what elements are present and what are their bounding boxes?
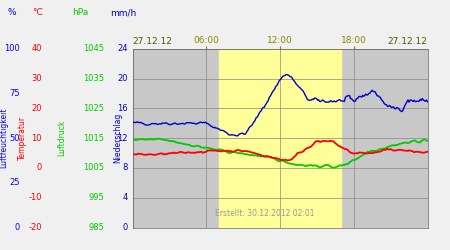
Text: 24: 24 (117, 44, 128, 53)
Text: -10: -10 (28, 193, 42, 202)
Text: 1045: 1045 (83, 44, 104, 53)
Text: 995: 995 (88, 193, 104, 202)
Text: 0: 0 (123, 223, 128, 232)
Bar (280, 49, 342, 228)
Text: 4: 4 (123, 193, 128, 202)
Text: mm/h: mm/h (110, 8, 136, 17)
Bar (133, 49, 219, 228)
Text: °C: °C (32, 8, 43, 17)
Text: Luftdruck: Luftdruck (58, 120, 67, 156)
Text: %: % (8, 8, 17, 17)
Text: -20: -20 (28, 223, 42, 232)
Text: 1015: 1015 (83, 134, 104, 142)
Text: Temperatur: Temperatur (18, 116, 27, 160)
Text: Erstellt: 30.12.2012 02:01: Erstellt: 30.12.2012 02:01 (215, 209, 315, 218)
Text: 1025: 1025 (83, 104, 104, 113)
Text: 10: 10 (32, 134, 42, 142)
Text: 985: 985 (88, 223, 104, 232)
Text: 100: 100 (4, 44, 20, 53)
Text: Luftfeuchtigkeit: Luftfeuchtigkeit (0, 108, 9, 168)
Bar (342, 49, 428, 228)
Text: 30: 30 (32, 74, 42, 83)
Text: 0: 0 (37, 164, 42, 172)
Text: 27.12.12: 27.12.12 (133, 37, 173, 46)
Text: 27.12.12: 27.12.12 (387, 37, 428, 46)
Text: 20: 20 (32, 104, 42, 113)
Text: Niederschlag: Niederschlag (113, 113, 122, 163)
Text: 1005: 1005 (83, 164, 104, 172)
Text: 75: 75 (9, 89, 20, 98)
Text: 40: 40 (32, 44, 42, 53)
Text: 1035: 1035 (83, 74, 104, 83)
Text: 16: 16 (117, 104, 128, 113)
Text: 0: 0 (15, 223, 20, 232)
Text: 8: 8 (122, 164, 128, 172)
Text: 12: 12 (117, 134, 128, 142)
Text: 50: 50 (9, 134, 20, 142)
Text: 20: 20 (117, 74, 128, 83)
Text: hPa: hPa (72, 8, 88, 17)
Bar (219, 49, 280, 228)
Text: 25: 25 (9, 178, 20, 187)
